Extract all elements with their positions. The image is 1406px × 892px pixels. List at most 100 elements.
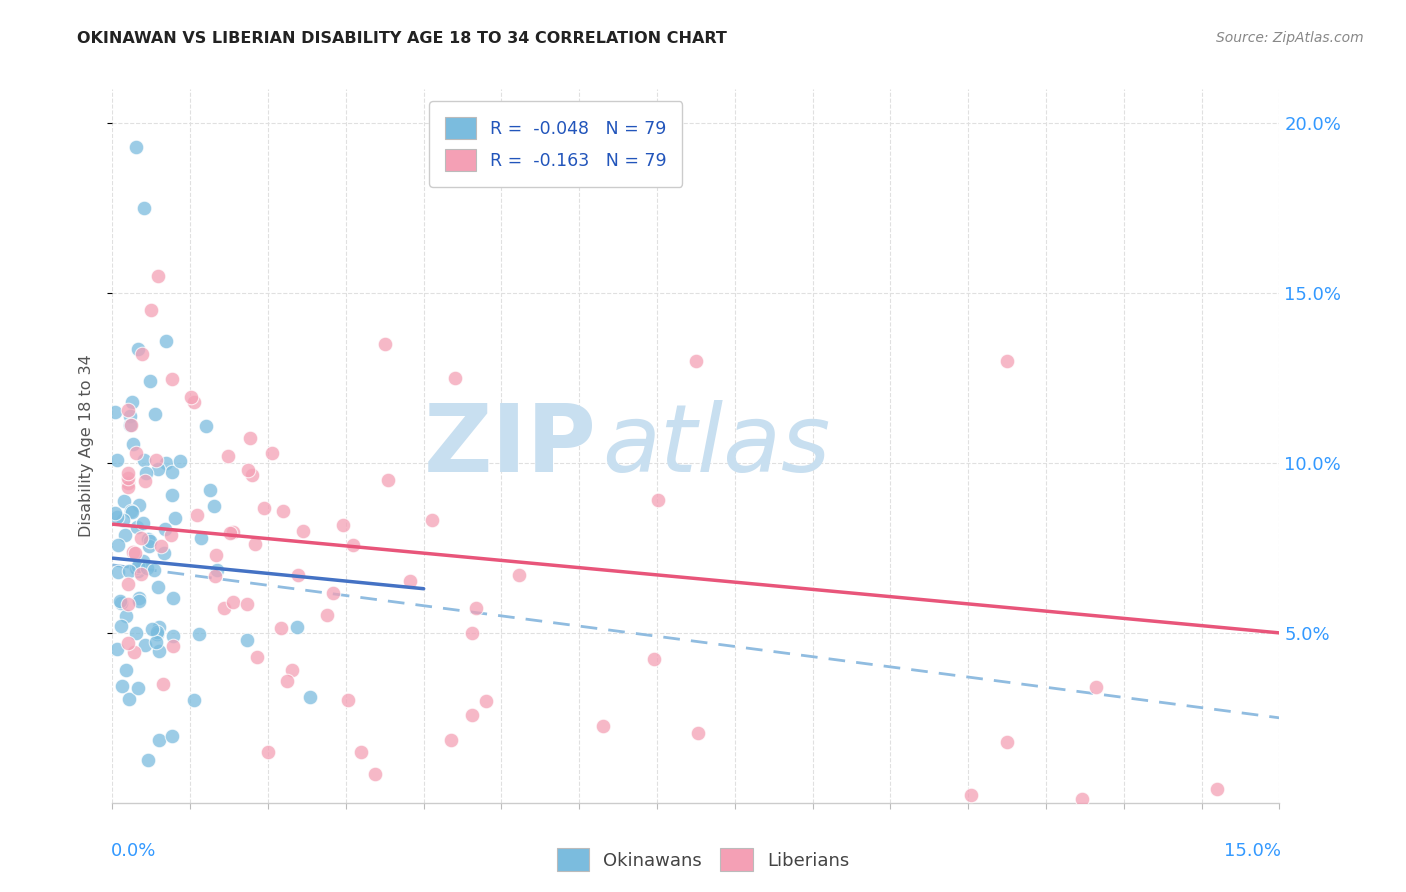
Point [439, 732, 461, 747]
Point [131, 346, 153, 360]
Point [461, 708, 484, 723]
Point [111, 513, 134, 527]
Point [236, 633, 259, 648]
Point [122, 545, 145, 559]
Text: 15.0%: 15.0% [1223, 842, 1281, 860]
Point [114, 494, 136, 508]
Point [118, 692, 141, 706]
Point [219, 525, 242, 540]
Point [271, 504, 294, 518]
Point [117, 475, 139, 490]
Point [686, 726, 709, 740]
Point [461, 625, 484, 640]
Point [195, 418, 218, 433]
Point [960, 789, 983, 803]
Point [104, 506, 127, 520]
Point [115, 609, 138, 624]
Point [291, 524, 314, 538]
Point [186, 508, 208, 522]
Point [139, 534, 162, 549]
Point [146, 462, 169, 476]
Point [145, 635, 167, 649]
Point [117, 636, 139, 650]
Point [148, 732, 170, 747]
Point [120, 503, 142, 517]
Point [995, 354, 1018, 368]
Point [145, 627, 167, 641]
Point [162, 629, 184, 643]
Point [124, 645, 146, 659]
Point [204, 569, 226, 583]
Y-axis label: Disability Age 18 to 34: Disability Age 18 to 34 [79, 355, 94, 537]
Point [169, 454, 191, 468]
Point [205, 548, 228, 562]
Point [183, 693, 205, 707]
Point [117, 466, 139, 480]
Point [136, 532, 159, 546]
Point [118, 564, 141, 578]
Point [399, 574, 422, 588]
Point [508, 568, 530, 582]
Point [190, 531, 212, 545]
Point [162, 730, 184, 744]
Point [104, 405, 127, 419]
Point [162, 640, 184, 654]
Text: OKINAWAN VS LIBERIAN DISABILITY AGE 18 TO 34 CORRELATION CHART: OKINAWAN VS LIBERIAN DISABILITY AGE 18 T… [77, 31, 727, 46]
Point [105, 642, 128, 657]
Point [257, 745, 280, 759]
Point [127, 520, 149, 534]
Point [163, 510, 186, 524]
Point [114, 527, 136, 541]
Point [117, 403, 139, 417]
Point [287, 568, 309, 582]
Point [1084, 680, 1107, 694]
Point [592, 719, 614, 733]
Point [260, 446, 283, 460]
Point [135, 561, 157, 575]
Point [1206, 782, 1229, 797]
Legend: Okinawans, Liberians: Okinawans, Liberians [550, 841, 856, 879]
Point [160, 487, 183, 501]
Point [127, 559, 149, 574]
Point [647, 492, 669, 507]
Point [142, 563, 165, 577]
Point [129, 566, 152, 581]
Point [107, 538, 129, 552]
Point [475, 694, 498, 708]
Point [120, 417, 142, 432]
Point [342, 537, 364, 551]
Point [117, 597, 139, 611]
Point [132, 516, 155, 530]
Point [183, 395, 205, 409]
Point [150, 539, 173, 553]
Point [138, 539, 160, 553]
Point [146, 625, 169, 640]
Point [205, 563, 228, 577]
Point [299, 690, 322, 705]
Point [238, 463, 260, 477]
Point [107, 565, 129, 579]
Point [110, 596, 132, 610]
Point [246, 649, 269, 664]
Point [316, 608, 339, 623]
Point [217, 449, 239, 463]
Point [105, 452, 128, 467]
Point [202, 499, 225, 513]
Point [120, 417, 142, 432]
Point [236, 597, 259, 611]
Point [127, 681, 149, 696]
Point [117, 480, 139, 494]
Point [143, 407, 166, 421]
Point [110, 619, 132, 633]
Point [685, 354, 707, 368]
Point [136, 753, 159, 767]
Point [160, 528, 183, 542]
Point [132, 554, 155, 568]
Point [155, 334, 177, 348]
Point [245, 537, 267, 551]
Point [239, 431, 262, 445]
Point [180, 390, 202, 404]
Point [118, 409, 141, 423]
Point [121, 505, 143, 519]
Point [198, 483, 221, 498]
